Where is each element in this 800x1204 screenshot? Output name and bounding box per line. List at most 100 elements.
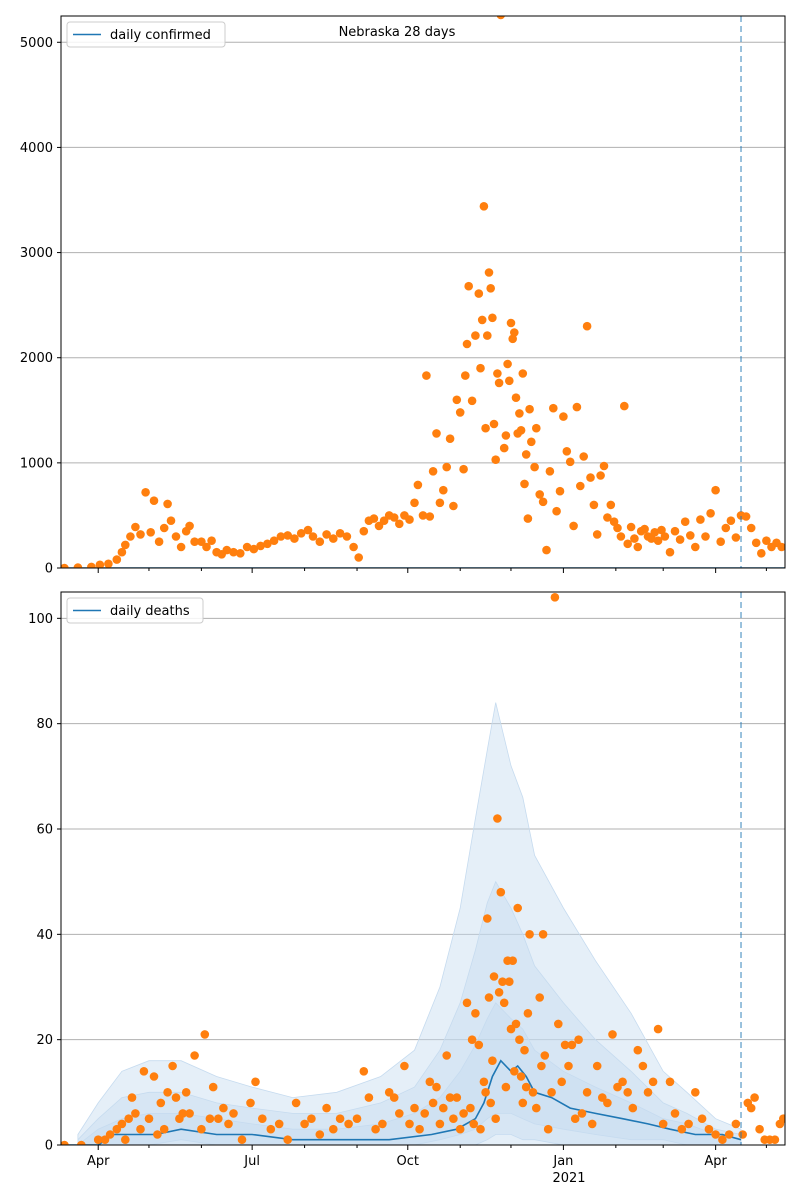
- data-point: [516, 426, 526, 435]
- data-point: [136, 530, 145, 539]
- data-point: [670, 526, 680, 536]
- data-point: [214, 1114, 223, 1123]
- data-point: [616, 532, 626, 541]
- data-point: [283, 1135, 293, 1144]
- data-point: [190, 537, 199, 546]
- data-point: [608, 1030, 617, 1039]
- y-tick-label: 80: [36, 717, 53, 732]
- x-year-label: 2021: [552, 1171, 585, 1186]
- data-point: [415, 1124, 424, 1134]
- data-point: [592, 530, 602, 539]
- data-point: [418, 511, 428, 520]
- data-point: [726, 516, 736, 525]
- data-point: [721, 523, 731, 533]
- y-tick-label: 20: [36, 1033, 53, 1048]
- data-point: [181, 1088, 191, 1097]
- series-line: [61, 1059, 742, 1145]
- data-point: [153, 1130, 162, 1139]
- data-point: [582, 1088, 592, 1097]
- data-point: [274, 1119, 284, 1129]
- data-point: [290, 534, 299, 543]
- data-point: [623, 1088, 632, 1097]
- data-point: [112, 555, 122, 564]
- data-point: [706, 509, 715, 518]
- data-point: [696, 515, 705, 524]
- data-point: [542, 545, 551, 555]
- data-point: [569, 521, 578, 531]
- data-point: [459, 464, 468, 474]
- data-point: [364, 1093, 374, 1102]
- data-point: [452, 1093, 462, 1102]
- data-point: [657, 525, 666, 535]
- data-point: [484, 993, 494, 1002]
- data-point: [665, 1077, 675, 1087]
- data-point: [127, 1093, 137, 1102]
- data-point: [197, 537, 206, 546]
- data-point: [462, 998, 472, 1008]
- data-point: [528, 1088, 538, 1097]
- data-point: [520, 1045, 529, 1055]
- x-tick-label: Jul: [243, 1154, 260, 1169]
- data-point: [535, 993, 544, 1002]
- data-point: [489, 419, 499, 429]
- data-point: [530, 462, 539, 472]
- data-point: [464, 281, 474, 291]
- data-point: [496, 16, 505, 20]
- data-point: [493, 814, 502, 823]
- data-point: [516, 1072, 526, 1081]
- data-point: [633, 1045, 643, 1055]
- x-tick-label: Apr: [87, 1154, 110, 1169]
- data-point: [762, 536, 771, 545]
- data-point: [711, 1130, 720, 1139]
- data-point: [308, 532, 318, 541]
- chart-panel-1: 0 1000 2000 3000 4000 5000 daily confirmed: [20, 15, 786, 577]
- plot-area: [61, 16, 785, 568]
- data-point: [488, 313, 497, 323]
- data-point: [117, 547, 127, 557]
- data-point: [344, 1119, 353, 1129]
- data-point: [523, 1009, 533, 1018]
- data-point: [477, 315, 487, 325]
- data-point: [126, 532, 135, 541]
- data-point: [499, 443, 509, 453]
- data-point: [117, 1119, 127, 1129]
- data-point: [185, 521, 194, 531]
- data-point: [202, 542, 211, 552]
- data-point: [349, 542, 358, 552]
- data-point: [757, 549, 766, 558]
- data-point: [579, 452, 588, 461]
- data-point: [422, 371, 431, 380]
- data-point: [606, 500, 616, 510]
- data-point: [537, 1061, 546, 1071]
- data-point: [445, 434, 455, 444]
- data-point: [200, 1030, 210, 1039]
- data-point: [276, 532, 286, 541]
- data-point: [543, 1124, 553, 1134]
- data-point: [315, 1130, 325, 1139]
- data-point: [462, 339, 472, 349]
- data-point: [263, 539, 272, 549]
- data-point: [467, 396, 477, 406]
- data-point: [501, 431, 511, 440]
- data-point: [486, 1098, 496, 1108]
- data-point: [554, 1019, 563, 1029]
- x-tick-label: Oct: [397, 1154, 419, 1169]
- data-point: [494, 378, 504, 388]
- data-point: [459, 1109, 468, 1118]
- data-point: [505, 376, 514, 386]
- y-tick-label: 40: [36, 928, 53, 943]
- data-point: [628, 1103, 638, 1113]
- data-point: [455, 1124, 465, 1134]
- data-point: [565, 457, 575, 467]
- data-point: [518, 1098, 528, 1108]
- data-point: [104, 559, 113, 568]
- data-point: [576, 481, 585, 491]
- data-point: [452, 395, 462, 405]
- data-point: [567, 1040, 577, 1050]
- data-point: [660, 532, 670, 541]
- data-point: [630, 534, 639, 543]
- data-point: [598, 1093, 607, 1102]
- data-point: [149, 496, 159, 506]
- data-point: [256, 541, 265, 551]
